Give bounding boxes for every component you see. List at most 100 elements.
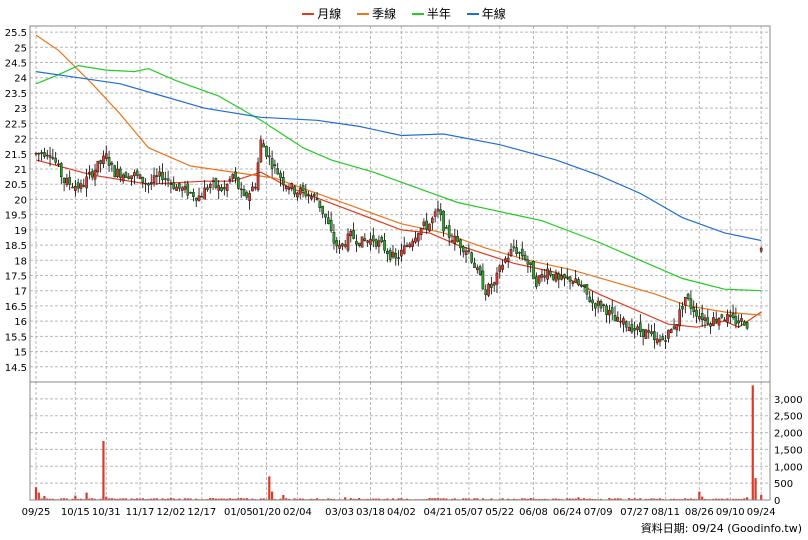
candle-body: [57, 163, 60, 166]
candle-body: [189, 192, 192, 194]
volume-bar: [301, 498, 305, 500]
candle-body: [661, 336, 665, 340]
volume-bar: [310, 498, 313, 500]
candle-body: [116, 168, 119, 177]
volume-bar: [217, 498, 220, 500]
price-tick-label: 25: [14, 43, 27, 54]
volume-bar: [431, 498, 434, 500]
candle-body: [616, 317, 620, 322]
candle-body: [371, 235, 375, 242]
volume-bar: [155, 498, 158, 500]
volume-bar: [352, 498, 355, 500]
volume-bar: [293, 498, 296, 500]
volume-bar: [110, 498, 113, 500]
candle-body: [169, 183, 173, 185]
candle-body: [79, 183, 83, 189]
volume-bar: [79, 498, 83, 500]
candle-body: [178, 183, 181, 189]
volume-bar: [523, 498, 527, 500]
candle-body: [490, 283, 493, 288]
candle-body: [197, 195, 201, 201]
candle-body: [551, 274, 555, 280]
candle-body: [180, 187, 184, 191]
candle-body: [605, 305, 608, 316]
volume-bar: [48, 498, 52, 500]
candle-body: [121, 174, 125, 182]
price-axis-ticks: 14.5 15 15.5 16 16.5 17 17.5 18 18.5 19 19.5 20 20.5…: [5, 28, 27, 374]
volume-bar: [538, 498, 541, 500]
volume-bar: [467, 498, 470, 500]
volume-bar: [172, 498, 175, 500]
volume-bar: [428, 497, 431, 500]
candle-body: [51, 157, 55, 159]
volume-bar: [60, 498, 63, 500]
candle-body: [599, 301, 603, 309]
candle-body: [411, 240, 414, 247]
volume-tick-label: 2,500: [774, 412, 803, 423]
volume-bar: [34, 487, 38, 500]
volume-bar: [740, 498, 743, 500]
candle-body: [324, 213, 327, 218]
volume-bar: [152, 498, 156, 500]
price-tick-label: 21.5: [5, 150, 27, 161]
candle-body: [501, 264, 504, 270]
x-tick-label: 03/03: [325, 507, 354, 518]
volume-bar: [585, 498, 589, 500]
volume-bar: [287, 498, 291, 500]
candle-body: [386, 250, 389, 255]
candle-body: [301, 185, 305, 191]
candle-body: [242, 189, 246, 196]
candle-body: [394, 253, 398, 259]
candle-body: [585, 284, 589, 295]
candle-body: [664, 340, 667, 342]
volume-bar: [580, 498, 583, 500]
legend-swatch-month: [302, 12, 315, 15]
candle-body: [248, 193, 251, 201]
candle-body: [492, 282, 496, 286]
candle-body: [388, 250, 392, 260]
candle-body: [698, 316, 701, 320]
volume-bar: [588, 498, 591, 500]
candle-body: [714, 318, 718, 322]
candle-body: [315, 198, 319, 201]
candle-body: [54, 157, 57, 163]
volume-bar: [639, 498, 642, 500]
candle-body: [327, 217, 330, 224]
price-tick-label: 24.5: [5, 59, 27, 70]
volume-bar: [701, 496, 704, 500]
candle-body: [161, 171, 164, 180]
volume-bar: [507, 498, 510, 500]
candle-body: [498, 265, 502, 272]
candle-body: [402, 245, 406, 254]
volume-bar: [644, 498, 648, 500]
volume-bar: [462, 498, 465, 500]
candle-body: [360, 236, 364, 248]
candle-body: [613, 315, 617, 322]
volume-bar: [689, 498, 693, 500]
volume-bar: [737, 498, 740, 500]
candle-body: [653, 331, 656, 341]
price-tick-label: 22.5: [5, 119, 27, 130]
candle-body: [265, 145, 268, 157]
candle-body: [636, 326, 639, 331]
volume-bar: [442, 498, 445, 500]
candle-body: [475, 267, 479, 271]
candle-body: [540, 274, 544, 278]
volume-bar: [226, 498, 229, 500]
candle-body: [363, 238, 367, 241]
volume-bar: [102, 441, 105, 500]
price-tick-label: 18.5: [5, 241, 27, 252]
candle-body: [110, 162, 114, 165]
volume-bar: [85, 492, 88, 500]
candle-body: [352, 229, 355, 239]
candle-body: [588, 296, 592, 302]
price-tick-label: 20: [14, 195, 27, 206]
volume-bar: [557, 498, 560, 500]
candle-body: [518, 252, 521, 254]
candle-body: [119, 168, 122, 178]
candle-body: [318, 200, 322, 209]
volume-bar: [594, 498, 597, 500]
candle-body: [695, 309, 698, 317]
candle-body: [487, 284, 490, 296]
